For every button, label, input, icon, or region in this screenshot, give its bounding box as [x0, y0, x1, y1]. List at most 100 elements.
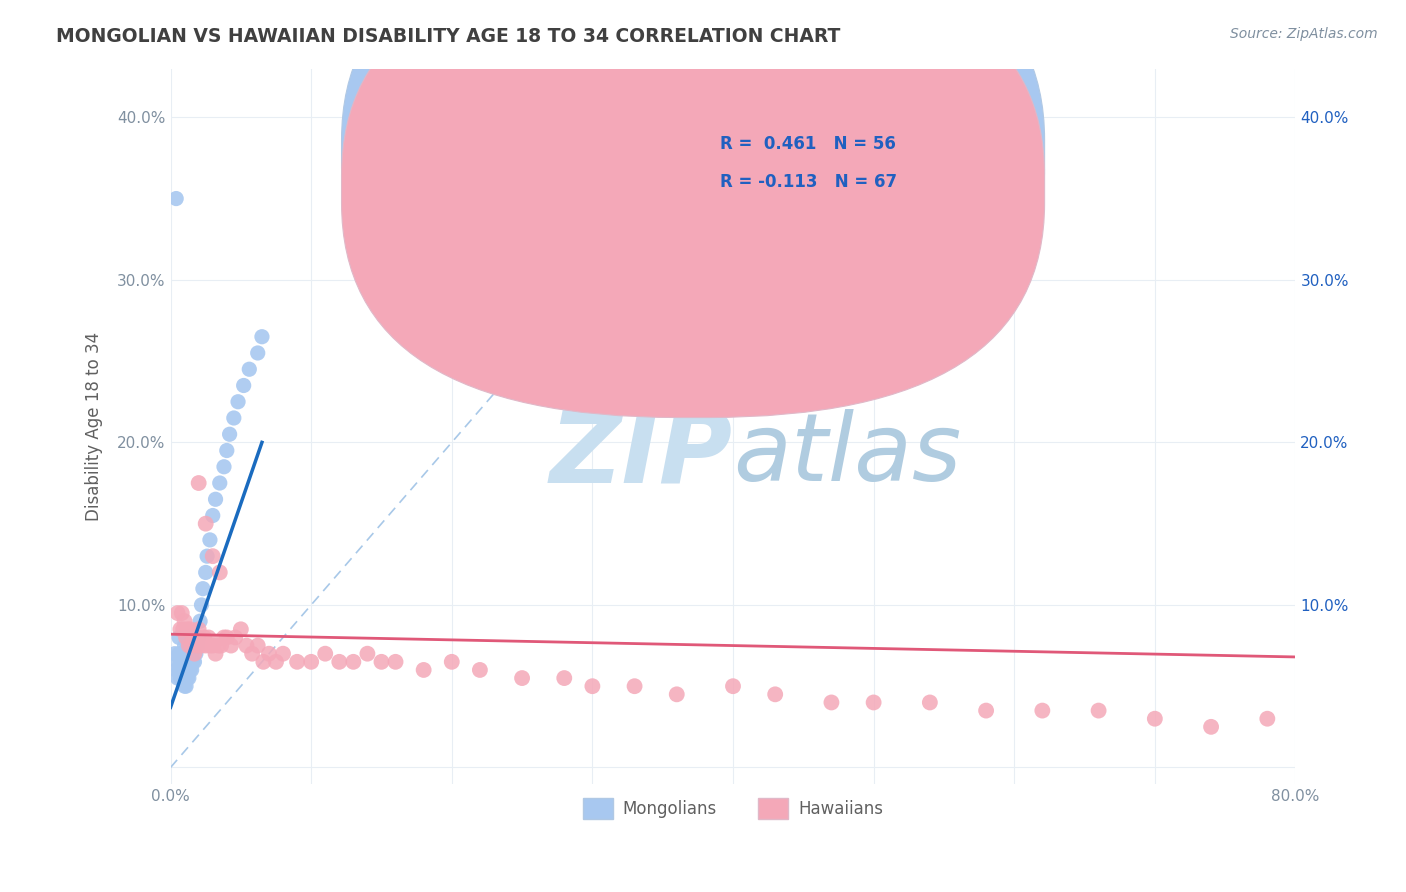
- FancyBboxPatch shape: [654, 122, 924, 219]
- Legend: Mongolians, Hawaiians: Mongolians, Hawaiians: [576, 792, 890, 825]
- Point: [181, 655, 204, 669]
- Point: [179, 623, 201, 637]
- Point: [176, 671, 198, 685]
- Point: [172, 623, 194, 637]
- Point: [166, 655, 188, 669]
- Point: [173, 614, 195, 628]
- Point: [285, 655, 308, 669]
- Point: [169, 671, 191, 685]
- Y-axis label: Disability Age 18 to 34: Disability Age 18 to 34: [86, 332, 103, 521]
- Point: [209, 639, 232, 653]
- Point: [198, 639, 221, 653]
- Point: [176, 655, 198, 669]
- Point: [174, 631, 197, 645]
- Point: [201, 639, 224, 653]
- Point: [763, 687, 786, 701]
- Point: [172, 671, 194, 685]
- Point: [820, 696, 842, 710]
- Point: [252, 655, 274, 669]
- Point: [177, 631, 200, 645]
- Point: [166, 671, 188, 685]
- Point: [328, 655, 350, 669]
- Point: [184, 631, 207, 645]
- Point: [314, 647, 336, 661]
- Point: [163, 647, 186, 661]
- Point: [180, 663, 202, 677]
- Point: [974, 704, 997, 718]
- Point: [195, 549, 218, 564]
- Point: [183, 647, 205, 661]
- Point: [226, 394, 249, 409]
- Point: [194, 566, 217, 580]
- Point: [179, 647, 201, 661]
- Point: [179, 663, 201, 677]
- Point: [208, 566, 231, 580]
- Point: [222, 411, 245, 425]
- Point: [177, 671, 200, 685]
- Point: [208, 476, 231, 491]
- Point: [1087, 704, 1109, 718]
- Point: [174, 631, 197, 645]
- Point: [170, 663, 193, 677]
- Point: [172, 647, 194, 661]
- Point: [173, 679, 195, 693]
- Point: [181, 631, 204, 645]
- Point: [186, 639, 208, 653]
- Point: [165, 192, 187, 206]
- Point: [212, 631, 235, 645]
- Point: [1143, 712, 1166, 726]
- Point: [173, 671, 195, 685]
- Point: [204, 647, 226, 661]
- Point: [257, 647, 280, 661]
- Point: [229, 623, 252, 637]
- Point: [194, 639, 217, 653]
- Point: [174, 663, 197, 677]
- Point: [169, 623, 191, 637]
- Point: [370, 655, 392, 669]
- Point: [191, 582, 214, 596]
- Point: [170, 606, 193, 620]
- Point: [187, 476, 209, 491]
- Point: [190, 598, 212, 612]
- Point: [721, 679, 744, 693]
- Point: [201, 549, 224, 564]
- Point: [190, 639, 212, 653]
- Point: [553, 671, 575, 685]
- Point: [299, 655, 322, 669]
- Point: [193, 631, 215, 645]
- Point: [188, 614, 211, 628]
- Point: [1256, 712, 1278, 726]
- Point: [1031, 704, 1053, 718]
- FancyBboxPatch shape: [342, 0, 1045, 417]
- Point: [184, 647, 207, 661]
- Point: [232, 378, 254, 392]
- Point: [224, 631, 246, 645]
- Text: ZIP: ZIP: [550, 406, 733, 503]
- Point: [246, 346, 269, 360]
- Point: [177, 639, 200, 653]
- Point: [665, 687, 688, 701]
- Point: [165, 663, 187, 677]
- Point: [167, 647, 190, 661]
- Point: [172, 663, 194, 677]
- FancyBboxPatch shape: [342, 0, 1045, 382]
- Point: [212, 459, 235, 474]
- Point: [166, 606, 188, 620]
- Point: [356, 647, 378, 661]
- Point: [240, 647, 263, 661]
- Point: [194, 516, 217, 531]
- Point: [342, 655, 364, 669]
- Point: [271, 647, 294, 661]
- Point: [173, 639, 195, 653]
- Point: [246, 639, 269, 653]
- Point: [510, 671, 533, 685]
- Point: [918, 696, 941, 710]
- Point: [187, 631, 209, 645]
- Text: Source: ZipAtlas.com: Source: ZipAtlas.com: [1230, 27, 1378, 41]
- Text: R = -0.113   N = 67: R = -0.113 N = 67: [720, 172, 897, 191]
- Point: [201, 508, 224, 523]
- Point: [187, 623, 209, 637]
- Point: [219, 639, 242, 653]
- Point: [197, 631, 219, 645]
- Point: [235, 639, 257, 653]
